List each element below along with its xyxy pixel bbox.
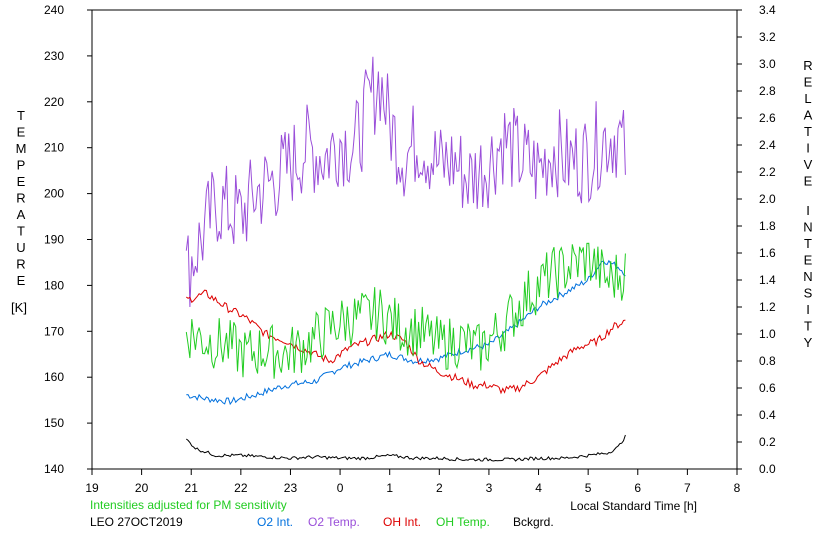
right-axis-label-letter: Y (804, 335, 813, 350)
left-tick-label: 160 (44, 370, 64, 384)
x-axis-label: Local Standard Time [h] (570, 499, 697, 513)
right-tick-label: 2.2 (759, 165, 776, 179)
left-tick-label: 180 (44, 278, 64, 292)
left-axis-label-letter: E (17, 273, 26, 288)
right-tick-label: 0.0 (759, 462, 776, 476)
station-date-label: LEO 27OCT2019 (90, 515, 183, 529)
x-tick-label: 1 (386, 481, 393, 495)
left-axis-label-letter: R (16, 191, 25, 206)
right-tick-label: 3.0 (759, 57, 776, 71)
right-axis-label-letter: E (804, 253, 813, 268)
right-axis-label-letter: L (804, 91, 811, 106)
legend-o2-temp: O2 Temp. (308, 515, 360, 529)
legend-oh-int: OH Int. (383, 515, 422, 529)
x-tick-label: 2 (436, 481, 443, 495)
series-line-o2-temp (185, 56, 626, 308)
right-axis-label-letter: I (806, 302, 810, 317)
legend-bckgrd: Bckgrd. (513, 515, 554, 529)
series-line-oh-int (186, 289, 626, 395)
right-tick-label: 2.6 (759, 111, 776, 125)
right-axis-label-letter: E (804, 75, 813, 90)
right-axis-label-letter: V (804, 157, 813, 172)
plot-frame (91, 9, 738, 470)
left-axis-label-letter: T (17, 108, 25, 123)
right-axis-label-letter: T (804, 319, 812, 334)
right-axis-label-letter: A (804, 108, 813, 123)
right-tick-label: 2.0 (759, 192, 776, 206)
x-tick-label: 20 (135, 481, 149, 495)
right-tick-label: 1.8 (759, 219, 776, 233)
left-axis-label-letter: A (17, 207, 26, 222)
left-axis-label-letter: M (16, 141, 27, 156)
left-tick-label: 210 (44, 141, 64, 155)
x-tick-label: 3 (486, 481, 493, 495)
left-axis-label-letter: E (17, 125, 26, 140)
right-tick-label: 2.4 (759, 138, 776, 152)
right-tick-label: 1.4 (759, 273, 776, 287)
left-axis-label-letter: T (17, 224, 25, 239)
right-tick-label: 0.6 (759, 381, 776, 395)
legend-oh-temp: OH Temp. (436, 515, 490, 529)
right-tick-label: 0.4 (759, 408, 776, 422)
left-axis-unit: [K] (11, 300, 27, 315)
left-tick-label: 170 (44, 324, 64, 338)
x-tick-label: 5 (585, 481, 592, 495)
left-tick-label: 150 (44, 416, 64, 430)
left-tick-label: 240 (44, 3, 64, 17)
series-line-bckgrd (185, 434, 626, 462)
x-tick-label: 4 (535, 481, 542, 495)
right-axis-label-letter: I (806, 203, 810, 218)
x-tick-label: 0 (337, 481, 344, 495)
right-tick-label: 3.2 (759, 30, 776, 44)
right-tick-label: 3.4 (759, 3, 776, 17)
left-axis-label-letter: R (16, 257, 25, 272)
right-tick-label: 0.2 (759, 435, 776, 449)
left-tick-label: 220 (44, 95, 64, 109)
left-axis-label-letter: P (17, 158, 26, 173)
x-tick-label: 19 (85, 481, 99, 495)
x-tick-label: 7 (684, 481, 691, 495)
adjustment-note: Intensities adjusted for PM sensitivity (90, 498, 287, 512)
right-axis-label-letter: E (804, 174, 813, 189)
right-axis-label-letter: T (804, 236, 812, 251)
right-axis-label-letter: R (803, 58, 812, 73)
right-tick-label: 1.0 (759, 327, 776, 341)
right-axis-label-letter: S (804, 286, 813, 301)
right-tick-label: 2.8 (759, 84, 776, 98)
x-tick-label: 6 (634, 481, 641, 495)
left-tick-label: 140 (44, 462, 64, 476)
left-tick-label: 190 (44, 233, 64, 247)
left-tick-label: 230 (44, 49, 64, 63)
left-axis-label-letter: U (16, 240, 25, 255)
series-line-o2-int (186, 259, 626, 406)
right-axis-label-letter: N (803, 220, 812, 235)
right-tick-label: 1.2 (759, 300, 776, 314)
left-tick-label: 200 (44, 187, 64, 201)
left-axis-label-letter: E (17, 174, 26, 189)
x-tick-label: 21 (185, 481, 199, 495)
series-line-oh-temp (185, 242, 626, 379)
legend-o2-int: O2 Int. (257, 515, 294, 529)
right-tick-label: 1.6 (759, 246, 776, 260)
right-axis-label-letter: I (806, 141, 810, 156)
right-tick-label: 0.8 (759, 354, 776, 368)
x-tick-label: 8 (734, 481, 741, 495)
right-axis-label-letter: N (803, 269, 812, 284)
right-axis-label-letter: T (804, 124, 812, 139)
x-tick-label: 23 (284, 481, 298, 495)
x-tick-label: 22 (234, 481, 248, 495)
